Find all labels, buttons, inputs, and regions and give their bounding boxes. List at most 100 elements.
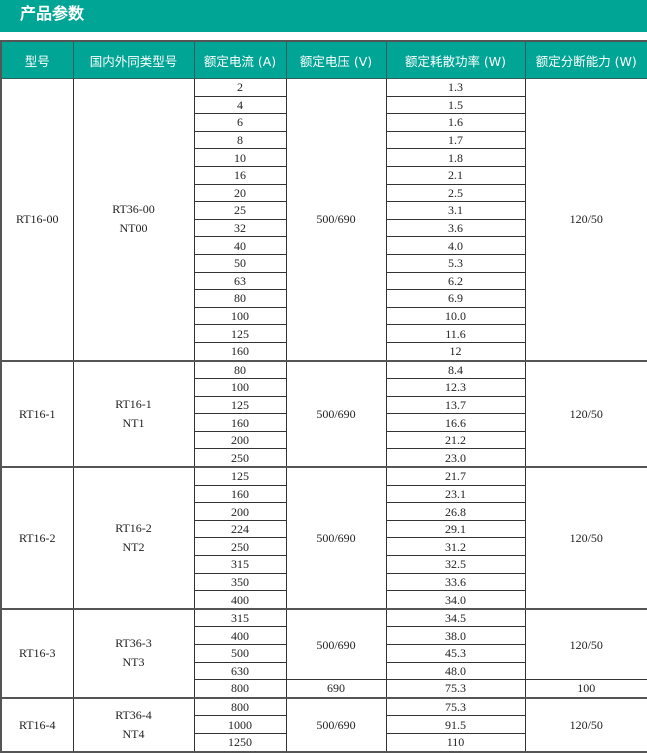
table-row: 100 12.3 <box>1 378 647 397</box>
rated-current-cell: 350 <box>193 572 287 592</box>
rated-current-cell: 20 <box>193 183 287 203</box>
rated-current-cell: 1250 <box>193 732 287 753</box>
rated-current-cell: 224 <box>193 519 287 539</box>
rated-voltage-cell: 500/690 <box>285 360 387 469</box>
table-row: 400 38.0 <box>1 626 647 645</box>
rated-power-cell: 32.5 <box>385 555 526 574</box>
rated-power-cell: 12.3 <box>385 378 526 397</box>
rated-breaking-capacity-cell: 100 <box>524 679 647 699</box>
rated-current-cell: 315 <box>193 555 287 574</box>
rated-power-cell: 2.5 <box>385 183 526 203</box>
model-cell: RT16-00 <box>0 78 74 362</box>
header-equivalent-model: 国内外同类型号 <box>72 40 195 79</box>
rated-power-cell: 11.6 <box>385 324 526 343</box>
rated-current-cell: 80 <box>193 359 287 380</box>
rated-power-cell: 26.8 <box>385 502 526 521</box>
rated-current-cell: 6 <box>193 113 287 132</box>
rated-power-cell: 23.1 <box>385 484 526 504</box>
rated-current-cell: 400 <box>193 626 287 645</box>
rated-current-cell: 8 <box>193 130 287 150</box>
rated-power-cell: 6.2 <box>385 271 526 291</box>
table-body: RT16-00 RT36-00 NT00 2 500/690 1.3 120/50 4 1.5 6… <box>0 78 647 753</box>
rated-power-cell: 33.6 <box>385 572 526 592</box>
rated-current-cell: 10 <box>193 148 287 167</box>
rated-current-cell: 125 <box>193 466 287 486</box>
equivalent-model: RT16-2 <box>115 520 152 535</box>
rated-current-cell: 50 <box>193 253 287 273</box>
table-row: 50 5.3 <box>1 253 647 273</box>
equivalent-model: NT2 <box>122 539 145 554</box>
table-row: RT16-3 RT36-3 NT3 315 500/690 34.5 120/50 <box>0 608 647 699</box>
rated-power-cell: 75.3 <box>385 679 526 699</box>
header-model: 型号 <box>0 40 74 79</box>
rated-current-cell: 250 <box>193 537 287 557</box>
table-row: 160 12 <box>1 341 647 362</box>
equivalent-model: RT36-3 <box>115 636 152 651</box>
rated-current-cell: 80 <box>193 289 287 308</box>
table-row: 800 690 75.3 100 <box>1 679 647 699</box>
header-rated-current: 额定电流 (A) <box>193 40 287 79</box>
rated-voltage-cell: 500/690 <box>285 608 387 681</box>
table-row: 350 33.6 <box>1 572 647 592</box>
rated-current-cell: 250 <box>193 448 287 469</box>
header-rated-power-dissipation: 额定耗散功率 (W) <box>385 40 526 79</box>
rated-power-cell: 38.0 <box>385 626 526 645</box>
rated-power-cell: 21.7 <box>385 466 526 486</box>
equivalent-model: NT4 <box>122 726 145 741</box>
rated-power-cell: 1.3 <box>385 78 526 97</box>
rated-current-cell: 2 <box>193 78 287 97</box>
table-row: 160 23.1 <box>1 484 647 504</box>
table-row: 200 21.2 <box>1 430 647 450</box>
rated-voltage-cell: 500/690 <box>285 466 387 610</box>
table-row: 6 1.6 <box>1 113 647 132</box>
rated-power-cell: 13.7 <box>385 395 526 415</box>
model-cell: RT16-3 <box>0 608 74 699</box>
product-parameters-table: 型号 国内外同类型号 额定电流 (A) 额定电压 (V) 额定耗散功率 (W) … <box>0 40 647 753</box>
rated-power-cell: 6.9 <box>385 289 526 308</box>
header-rated-voltage: 额定电压 (V) <box>285 40 387 79</box>
rated-power-cell: 34.5 <box>385 608 526 628</box>
rated-current-cell: 125 <box>193 324 287 343</box>
rated-current-cell: 40 <box>193 236 287 255</box>
table-row: RT16-4 RT36-4 NT4 800 500/690 75.3 120/50 <box>0 697 647 753</box>
rated-voltage-cell: 500/690 <box>285 697 387 753</box>
rated-power-cell: 29.1 <box>385 519 526 539</box>
rated-current-cell: 16 <box>193 165 287 185</box>
rated-power-cell: 1.5 <box>385 95 526 115</box>
rated-power-cell: 1.8 <box>385 148 526 167</box>
equivalent-model: NT00 <box>119 221 148 236</box>
equivalent-model-cell: RT36-3 NT3 <box>72 608 195 699</box>
equivalent-model-cell: RT16-1 NT1 <box>72 360 195 469</box>
rated-current-cell: 100 <box>193 306 287 326</box>
table-row: 500 45.3 <box>1 644 647 663</box>
rated-voltage-cell: 690 <box>285 679 387 699</box>
table-row: 224 29.1 <box>1 519 647 539</box>
equivalent-model: RT36-00 <box>112 202 155 217</box>
rated-power-cell: 8.4 <box>385 359 526 380</box>
rated-current-cell: 800 <box>193 679 287 699</box>
rated-current-cell: 25 <box>193 201 287 220</box>
table-row: RT16-2 RT16-2 NT2 125 500/690 21.7 120/50 <box>0 466 647 610</box>
rated-current-cell: 630 <box>193 661 287 681</box>
rated-current-cell: 63 <box>193 271 287 291</box>
equivalent-model: NT3 <box>122 655 145 670</box>
rated-power-cell: 21.2 <box>385 430 526 450</box>
rated-power-cell: 4.0 <box>385 236 526 255</box>
table-row: RT16-1 RT16-1 NT1 80 500/690 8.4 120/50 <box>0 359 647 469</box>
rated-power-cell: 1.6 <box>385 113 526 132</box>
rated-power-cell: 10.0 <box>385 306 526 326</box>
rated-current-cell: 315 <box>193 608 287 628</box>
rated-power-cell: 5.3 <box>385 253 526 273</box>
table-row: 400 34.0 <box>1 590 647 610</box>
table-row: 125 11.6 <box>1 324 647 343</box>
rated-power-cell: 48.0 <box>385 661 526 681</box>
rated-breaking-capacity-cell: 120/50 <box>524 697 647 753</box>
table-row: 20 2.5 <box>1 183 647 203</box>
equivalent-model-cell: RT16-2 NT2 <box>72 466 195 610</box>
rated-current-cell: 125 <box>193 395 287 415</box>
table-row: 125 13.7 <box>1 395 647 415</box>
rated-voltage-cell: 500/690 <box>285 78 387 362</box>
rated-current-cell: 400 <box>193 590 287 610</box>
rated-current-cell: 32 <box>193 218 287 238</box>
rated-current-cell: 200 <box>193 502 287 521</box>
